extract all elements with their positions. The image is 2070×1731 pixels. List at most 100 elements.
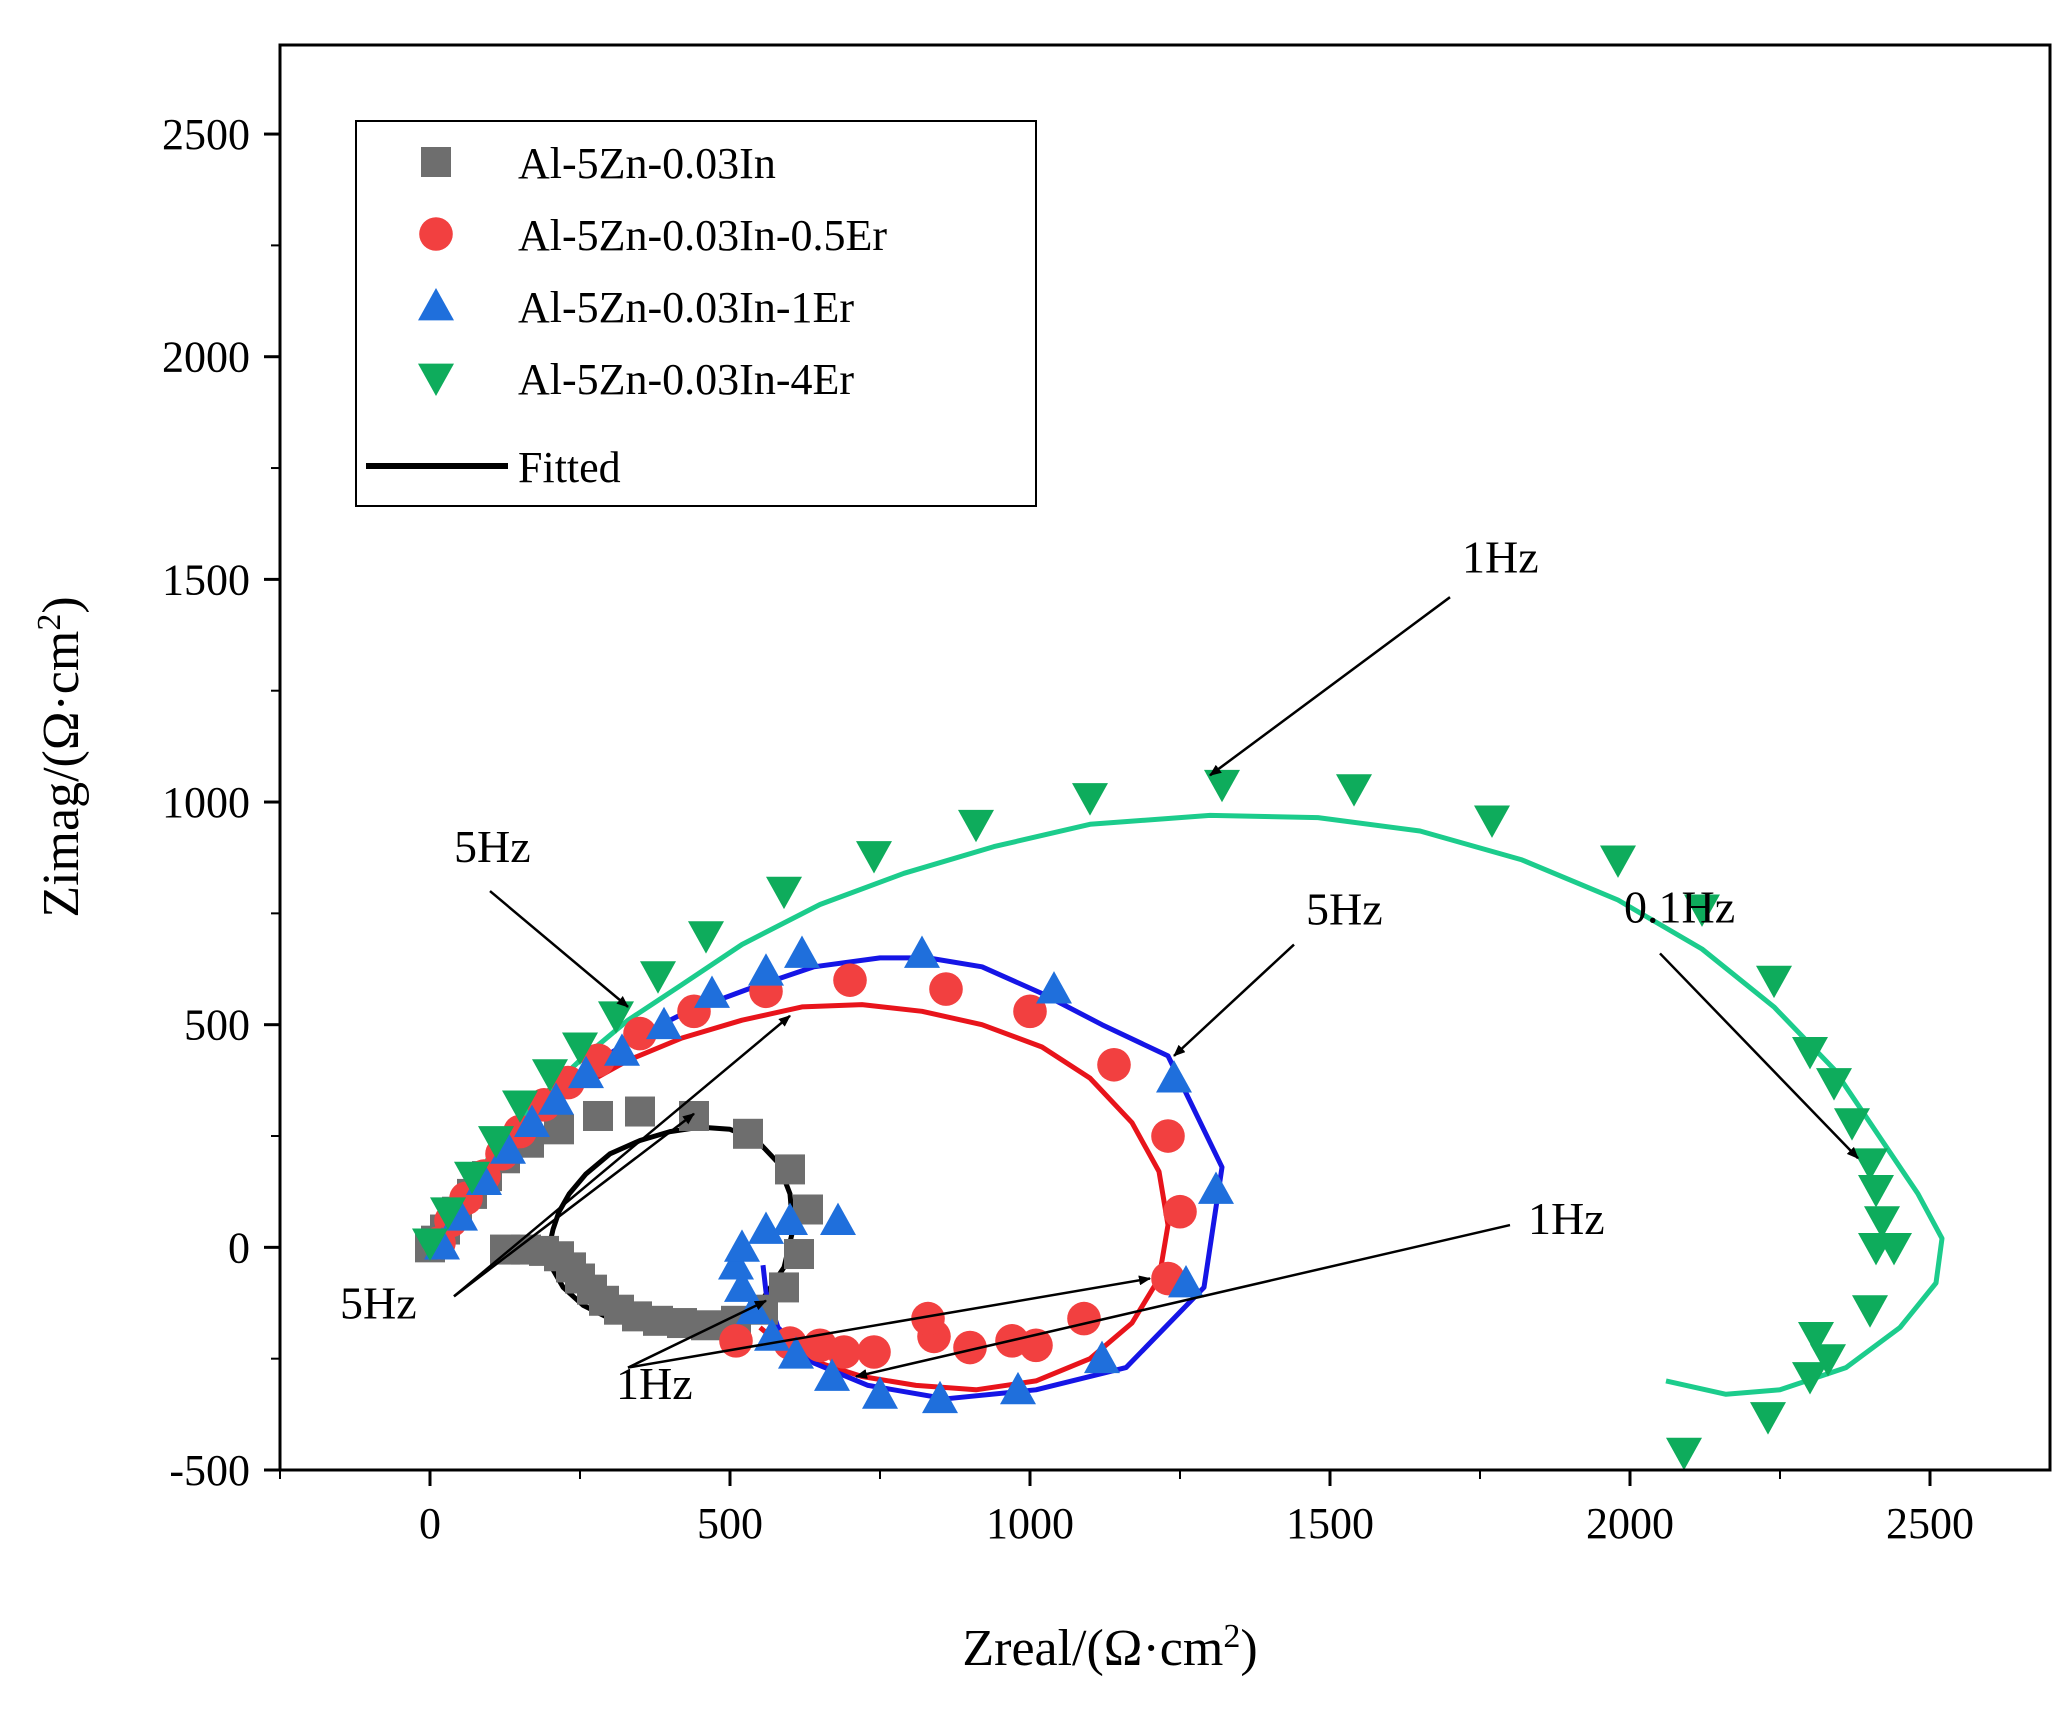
data-point <box>748 953 784 986</box>
data-point <box>775 1154 805 1185</box>
legend-marker-al-5zn-0.03in <box>421 147 451 177</box>
annotation-arrow <box>855 1223 1511 1379</box>
y-tick-label: 2500 <box>162 110 250 159</box>
annotation-1hz: 1Hz <box>627 1193 1605 1379</box>
annotation-arrow <box>489 890 629 1008</box>
annotation-label: 0.1Hz <box>1624 881 1735 932</box>
data-point <box>623 1016 657 1051</box>
data-point <box>820 1202 856 1236</box>
data-point <box>1666 1437 1702 1471</box>
x-tick-label: 0 <box>419 1499 441 1548</box>
data-point <box>1858 1175 1894 1208</box>
data-point <box>833 963 867 997</box>
data-point <box>772 1202 808 1236</box>
data-point <box>904 935 940 968</box>
legend-label-fitted: Fitted <box>518 443 621 492</box>
legend-label-al-5zn-0.03in-4er: Al-5Zn-0.03In-4Er <box>518 355 854 404</box>
data-point <box>1151 1119 1185 1153</box>
data-point <box>538 1082 574 1115</box>
data-point <box>1600 845 1636 878</box>
data-point <box>778 1336 814 1369</box>
data-point <box>625 1096 655 1127</box>
data-point <box>694 975 730 1008</box>
data-point <box>490 1131 526 1164</box>
annotation-label: 1Hz <box>616 1358 693 1409</box>
data-point <box>1792 1362 1828 1395</box>
data-point <box>583 1100 613 1131</box>
legend-marker-al-5zn-0.03in-4er <box>418 363 454 396</box>
x-tick-label: 500 <box>697 1499 763 1548</box>
data-point <box>1750 1402 1786 1435</box>
data-point <box>1864 1206 1900 1239</box>
x-tick-label: 2000 <box>1586 1499 1674 1548</box>
data-point <box>532 1059 568 1092</box>
y-tick-label: 0 <box>228 1223 250 1272</box>
data-point <box>1084 1340 1120 1374</box>
legend-marker-al-5zn-0.03in-1er <box>418 288 454 321</box>
data-point <box>1858 1232 1894 1266</box>
data-point <box>958 809 994 843</box>
annotation-5hz: 5Hz <box>454 821 629 1008</box>
legend-marker-al-5zn-0.03in-0.5er <box>419 217 453 251</box>
y-tick-label: 2000 <box>162 333 250 382</box>
data-point <box>514 1104 550 1138</box>
annotation-arrow <box>627 1299 767 1369</box>
data-point <box>478 1126 514 1159</box>
data-point <box>640 961 676 994</box>
annotation-label: 5Hz <box>1306 883 1383 934</box>
data-points <box>412 769 1912 1471</box>
data-point <box>862 1376 898 1409</box>
data-point <box>1163 1194 1197 1229</box>
data-point <box>1072 783 1108 816</box>
data-point <box>412 1228 448 1261</box>
data-point <box>502 1090 538 1123</box>
plot-frame <box>278 43 2052 1472</box>
data-point <box>1474 805 1510 838</box>
data-point <box>1852 1295 1888 1328</box>
annotation-1hz: 1Hz <box>616 1358 693 1409</box>
series-points-al-5zn-0.03in-4er <box>412 769 1912 1471</box>
data-point <box>857 1335 891 1369</box>
data-point <box>604 1033 640 1066</box>
data-point <box>856 841 892 874</box>
data-point <box>1336 774 1372 807</box>
data-point <box>784 935 820 968</box>
data-point <box>1834 1108 1870 1141</box>
data-point <box>568 1055 604 1089</box>
data-point <box>719 1324 753 1358</box>
data-point <box>814 1358 850 1391</box>
annotation-arrow <box>1173 943 1295 1057</box>
data-point <box>733 1118 763 1149</box>
data-point <box>598 1001 634 1034</box>
x-tick-label: 2500 <box>1886 1499 1974 1548</box>
annotation-5hz: 5Hz <box>340 1014 791 1329</box>
annotation-label: 5Hz <box>454 821 531 872</box>
data-point <box>1684 894 1720 927</box>
data-point <box>1204 769 1240 803</box>
frequency-annotations: 1Hz 5Hz 5Hz 0.1Hz 5Hz 1Hz 1Hz <box>340 532 1859 1409</box>
data-point <box>646 1006 682 1040</box>
data-point <box>766 876 802 910</box>
legend-label-al-5zn-0.03in-1er: Al-5Zn-0.03In-1Er <box>518 283 854 332</box>
annotation-0.1hz: 0.1Hz <box>1624 881 1859 1160</box>
data-point <box>1000 1371 1036 1405</box>
annotation-1hz: 1Hz <box>1209 532 1539 777</box>
data-point <box>1067 1301 1101 1336</box>
annotation-arrow <box>453 1112 695 1298</box>
annotation-label: 1Hz <box>1462 532 1539 583</box>
data-point <box>1798 1322 1834 1355</box>
annotation-label: 1Hz <box>1528 1193 1605 1244</box>
data-point <box>1756 965 1792 999</box>
data-point <box>748 1211 784 1244</box>
series-points-al-5zn-0.03in-0.5er <box>422 963 1197 1369</box>
x-tick-label: 1500 <box>1286 1499 1374 1548</box>
data-point <box>1816 1068 1852 1101</box>
legend-items: Al-5Zn-0.03In Al-5Zn-0.03In-0.5Er Al-5Zn-0… <box>418 139 887 404</box>
annotation-arrow <box>1659 952 1859 1160</box>
legend-box <box>355 120 1037 507</box>
data-point <box>1097 1047 1131 1082</box>
annotation-arrow <box>627 1275 1151 1369</box>
data-point <box>688 921 724 954</box>
annotation-arrow <box>1209 596 1451 777</box>
